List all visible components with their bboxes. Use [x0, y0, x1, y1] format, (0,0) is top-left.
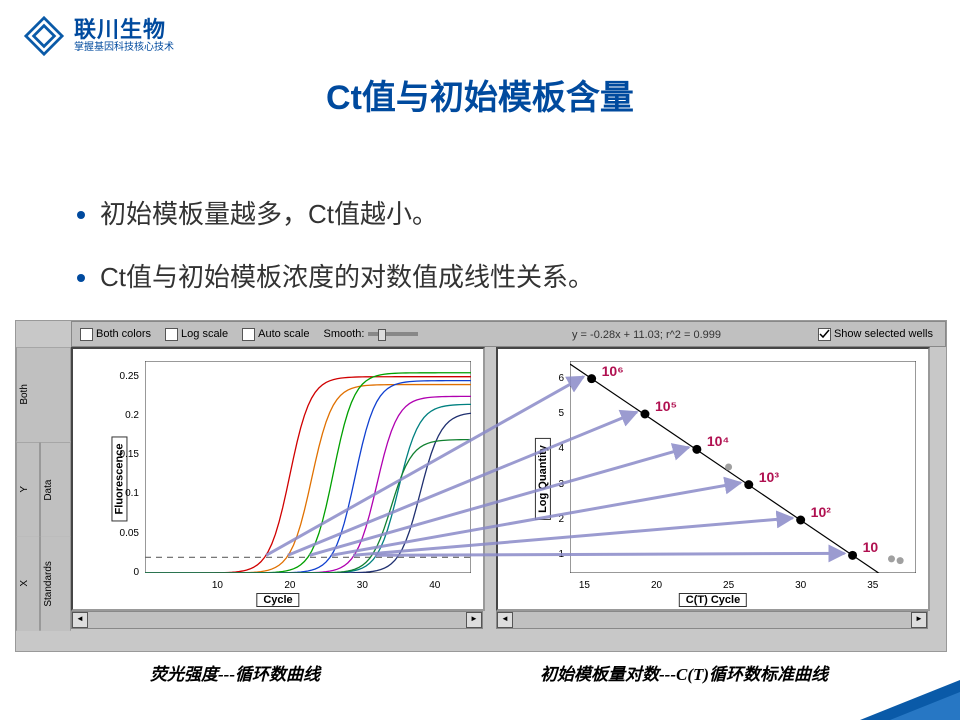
right-caption: 初始模板量对数---C(T)循环数标准曲线	[540, 660, 828, 685]
left-x-axis-label: Cycle	[256, 593, 299, 607]
show-selected-label: Show selected wells	[834, 328, 933, 340]
tab-data[interactable]: Data	[40, 443, 71, 537]
corner-decoration	[890, 692, 960, 720]
bullet-item: 初始模板量越多，Ct值越小。	[100, 186, 594, 243]
smooth-slider[interactable]: Smooth:	[324, 328, 419, 340]
auto-scale-label: Auto scale	[258, 328, 309, 340]
scroll-left-icon[interactable]: ◄	[497, 612, 513, 628]
side-tab-strip: Both YData XStandards	[16, 347, 71, 631]
company-logo: 联川生物 掌握基因科技核心技术	[22, 14, 174, 58]
scroll-right-icon[interactable]: ►	[911, 612, 927, 628]
right-x-axis-label: C(T) Cycle	[679, 593, 747, 607]
both-colors-checkbox[interactable]: Both colors	[80, 328, 151, 341]
log-scale-checkbox[interactable]: Log scale	[165, 328, 228, 341]
smooth-label: Smooth:	[324, 328, 365, 340]
regression-stats: y = -0.28x + 11.03; r^2 = 0.999	[572, 322, 721, 348]
tab-standards[interactable]: Standards	[40, 537, 71, 631]
tab-y[interactable]: Y	[16, 443, 40, 537]
scroll-right-icon[interactable]: ►	[466, 612, 482, 628]
left-caption: 荧光强度---循环数曲线	[150, 660, 320, 685]
chart-toolbar: Both colors Log scale Auto scale Smooth:…	[71, 321, 946, 347]
amplification-chart: Fluorescence Cycle 00.050.10.150.20.2510…	[71, 347, 485, 611]
auto-scale-checkbox[interactable]: Auto scale	[242, 328, 309, 341]
both-colors-label: Both colors	[96, 328, 151, 340]
logo-diamond-icon	[22, 14, 66, 58]
tab-x[interactable]: X	[16, 537, 40, 631]
slide-title: Ct值与初始模板含量	[0, 70, 960, 119]
scroll-left-icon[interactable]: ◄	[72, 612, 88, 628]
figure-panel: Both colors Log scale Auto scale Smooth:…	[15, 320, 947, 652]
log-scale-label: Log scale	[181, 328, 228, 340]
standard-curve-chart: Log Quantity C(T) Cycle 1234561520253035…	[496, 347, 930, 611]
logo-name: 联川生物	[74, 19, 174, 41]
logo-subtitle: 掌握基因科技核心技术	[74, 43, 174, 53]
show-selected-checkbox[interactable]: Show selected wells	[818, 328, 933, 341]
tab-both[interactable]: Both	[16, 348, 71, 442]
right-scrollbar[interactable]: ◄►	[496, 611, 928, 629]
left-scrollbar[interactable]: ◄►	[71, 611, 483, 629]
bullet-item: Ct值与初始模板浓度的对数值成线性关系。	[100, 249, 594, 306]
bullet-list: 初始模板量越多，Ct值越小。 Ct值与初始模板浓度的对数值成线性关系。	[60, 186, 594, 312]
